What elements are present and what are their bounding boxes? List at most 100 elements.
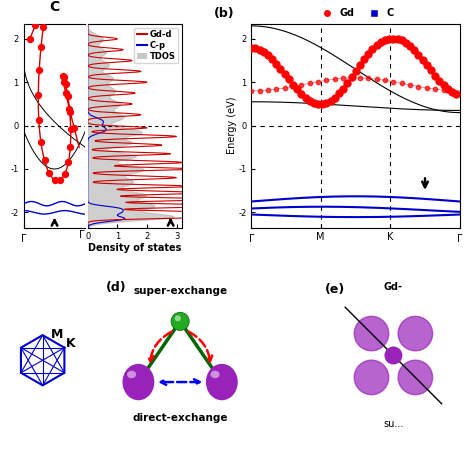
Point: [66, 143, 74, 151]
Point: [390, 35, 397, 42]
Point: [331, 94, 338, 101]
Point: [256, 46, 264, 54]
Point: [252, 44, 259, 52]
Point: [65, 105, 73, 113]
Point: [369, 45, 376, 53]
Point: [264, 52, 272, 59]
Point: [40, 1, 47, 9]
Point: [277, 65, 284, 73]
Point: [440, 86, 447, 94]
Point: [410, 46, 418, 54]
Point: [39, 24, 47, 31]
Point: [64, 158, 72, 166]
Legend: Gd, C: Gd, C: [313, 4, 398, 22]
Point: [415, 51, 422, 58]
Point: [356, 74, 364, 82]
Point: [62, 89, 70, 97]
Point: [440, 82, 447, 89]
Point: [385, 35, 393, 43]
Point: [61, 170, 69, 178]
Point: [381, 36, 389, 44]
Point: [306, 97, 314, 104]
Ellipse shape: [210, 371, 219, 378]
Point: [431, 72, 439, 80]
Point: [35, 91, 42, 99]
Point: [356, 61, 364, 69]
Point: [281, 70, 289, 78]
Ellipse shape: [206, 364, 238, 400]
Point: [64, 92, 72, 100]
Point: [281, 84, 289, 91]
Point: [381, 76, 389, 84]
Text: (e): (e): [325, 283, 346, 296]
Point: [62, 81, 69, 88]
Ellipse shape: [398, 360, 433, 395]
Text: C: C: [49, 0, 60, 14]
Point: [339, 74, 347, 82]
Point: [452, 91, 460, 98]
Text: super-exchange: super-exchange: [133, 286, 227, 296]
Point: [60, 73, 67, 81]
Point: [365, 74, 372, 82]
Point: [360, 55, 368, 63]
Ellipse shape: [354, 316, 389, 351]
Text: Gd-: Gd-: [384, 282, 403, 292]
Point: [323, 76, 330, 84]
Point: [319, 100, 326, 108]
Point: [302, 94, 310, 101]
Point: [331, 75, 338, 83]
Point: [390, 78, 397, 85]
Point: [415, 82, 422, 90]
Point: [42, 0, 49, 5]
Point: [373, 41, 381, 49]
Point: [394, 35, 401, 43]
Point: [289, 82, 297, 90]
Point: [327, 97, 335, 104]
Point: [41, 157, 48, 164]
Point: [289, 81, 297, 88]
Point: [348, 73, 356, 81]
Point: [71, 125, 78, 132]
Point: [436, 77, 443, 84]
Point: [42, 0, 50, 8]
Point: [406, 42, 414, 50]
Point: [264, 86, 272, 94]
Point: [398, 80, 406, 87]
Point: [37, 43, 45, 51]
Point: [444, 85, 452, 93]
Point: [247, 87, 255, 95]
Ellipse shape: [354, 360, 389, 395]
Point: [298, 81, 305, 89]
Point: [35, 116, 43, 124]
Point: [427, 67, 435, 74]
Point: [377, 38, 384, 46]
Point: [37, 138, 45, 146]
Point: [273, 85, 280, 93]
Legend: Gd-d, C-p, TDOS: Gd-d, C-p, TDOS: [134, 28, 178, 63]
Point: [339, 85, 347, 92]
Point: [31, 21, 39, 29]
Point: [268, 55, 276, 63]
Point: [41, 9, 49, 17]
Point: [423, 61, 431, 69]
Point: [310, 99, 318, 106]
Point: [431, 85, 439, 93]
Text: su...: su...: [383, 419, 403, 429]
Point: [402, 39, 410, 46]
Point: [60, 78, 67, 85]
Point: [448, 88, 456, 96]
Point: [352, 67, 360, 75]
Point: [260, 48, 267, 56]
Point: [365, 50, 372, 57]
Point: [36, 9, 44, 17]
Y-axis label: Energy (eV): Energy (eV): [227, 97, 237, 155]
Point: [46, 170, 53, 177]
Text: direct-exchange: direct-exchange: [132, 413, 228, 423]
Point: [26, 35, 34, 43]
Point: [398, 36, 406, 44]
Circle shape: [175, 315, 181, 321]
Point: [419, 56, 427, 64]
Text: (d): (d): [106, 281, 127, 293]
Point: [273, 60, 280, 68]
Point: [256, 87, 264, 94]
